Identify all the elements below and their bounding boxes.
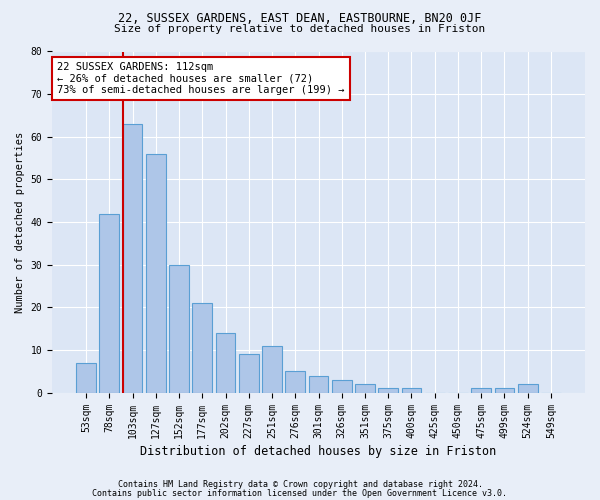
Bar — [215, 333, 235, 392]
Bar — [472, 388, 491, 392]
Text: Size of property relative to detached houses in Friston: Size of property relative to detached ho… — [115, 24, 485, 34]
Bar — [76, 362, 96, 392]
Text: Contains public sector information licensed under the Open Government Licence v3: Contains public sector information licen… — [92, 488, 508, 498]
Text: 22, SUSSEX GARDENS, EAST DEAN, EASTBOURNE, BN20 0JF: 22, SUSSEX GARDENS, EAST DEAN, EASTBOURN… — [118, 12, 482, 26]
Bar — [355, 384, 375, 392]
Bar — [123, 124, 142, 392]
Bar — [286, 372, 305, 392]
Bar — [494, 388, 514, 392]
Bar — [379, 388, 398, 392]
Bar — [262, 346, 282, 393]
X-axis label: Distribution of detached houses by size in Friston: Distribution of detached houses by size … — [140, 444, 497, 458]
Bar — [308, 376, 328, 392]
Bar — [239, 354, 259, 393]
Bar — [332, 380, 352, 392]
Bar — [146, 154, 166, 392]
Y-axis label: Number of detached properties: Number of detached properties — [15, 132, 25, 312]
Bar — [169, 264, 189, 392]
Bar — [401, 388, 421, 392]
Text: 22 SUSSEX GARDENS: 112sqm
← 26% of detached houses are smaller (72)
73% of semi-: 22 SUSSEX GARDENS: 112sqm ← 26% of detac… — [58, 62, 345, 95]
Bar — [100, 214, 119, 392]
Text: Contains HM Land Registry data © Crown copyright and database right 2024.: Contains HM Land Registry data © Crown c… — [118, 480, 482, 489]
Bar — [518, 384, 538, 392]
Bar — [193, 303, 212, 392]
